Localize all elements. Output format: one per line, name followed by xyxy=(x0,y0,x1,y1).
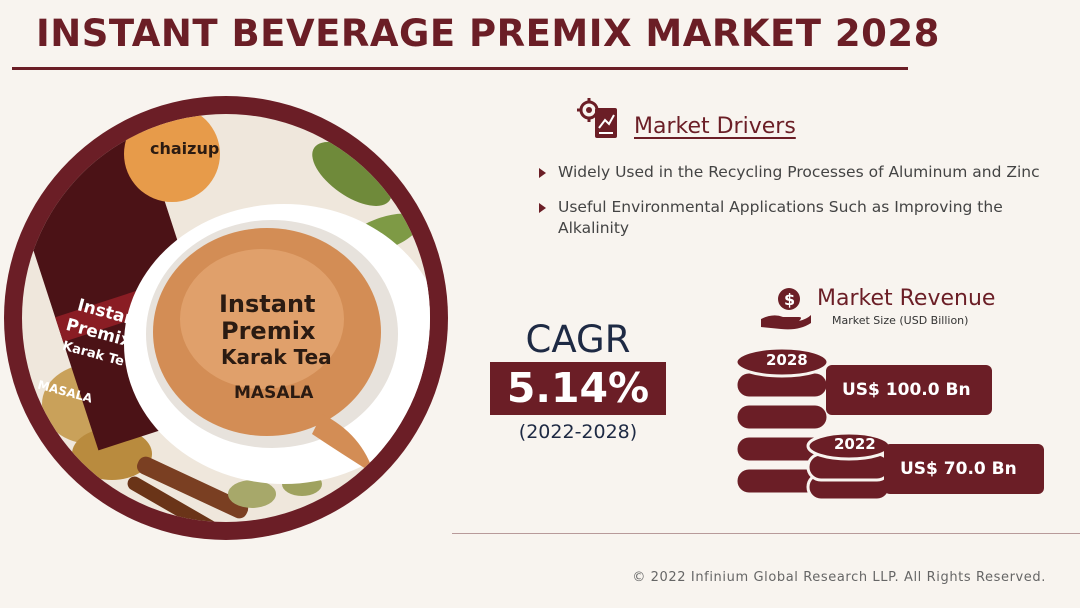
driver-item: Widely Used in the Recycling Processes o… xyxy=(538,162,1048,183)
footer-divider xyxy=(452,533,1080,534)
gear-document-icon xyxy=(577,98,617,138)
product-image-frame: chaizup Instant Premix Karak Te MASALA I… xyxy=(4,96,448,540)
bullet-icon xyxy=(539,203,546,213)
revenue-year-2028: 2028 xyxy=(766,351,808,369)
title-underline xyxy=(12,67,908,70)
page-title: INSTANT BEVERAGE PREMIX MARKET 2028 xyxy=(36,12,940,55)
copyright-footer: © 2022 Infinium Global Research LLP. All… xyxy=(632,570,1046,585)
driver-text: Useful Environmental Applications Such a… xyxy=(558,198,1003,237)
cup-line-4: MASALA xyxy=(234,383,314,403)
driver-text: Widely Used in the Recycling Processes o… xyxy=(558,163,1040,181)
svg-text:$: $ xyxy=(784,290,795,309)
product-image: chaizup Instant Premix Karak Te MASALA I… xyxy=(22,114,430,522)
cagr-period: (2022-2028) xyxy=(518,421,638,443)
driver-item: Useful Environmental Applications Such a… xyxy=(538,197,1048,239)
drivers-list: Widely Used in the Recycling Processes o… xyxy=(538,162,1048,253)
cagr-value: 5.14% xyxy=(490,362,666,415)
cup-line-2: Premix xyxy=(221,317,316,345)
revenue-title: Market Revenue xyxy=(817,286,996,311)
brand-label: chaizup xyxy=(150,139,219,158)
cup-line-3: Karak Tea xyxy=(221,345,332,369)
bullet-icon xyxy=(539,168,546,178)
revenue-value-2022: US$ 70.0 Bn xyxy=(884,444,1044,494)
cagr-label: CAGR xyxy=(525,318,631,361)
revenue-value-2028: US$ 100.0 Bn xyxy=(826,365,992,415)
dollar-hand-icon: $ xyxy=(761,288,811,330)
drivers-title: Market Drivers xyxy=(634,114,796,139)
product-illustration: chaizup Instant Premix Karak Te MASALA I… xyxy=(22,114,430,522)
cup-line-1: Instant xyxy=(219,290,316,318)
revenue-subtitle: Market Size (USD Billion) xyxy=(832,314,969,327)
coin-stacks-icon xyxy=(734,346,892,502)
revenue-year-2022: 2022 xyxy=(834,435,876,453)
